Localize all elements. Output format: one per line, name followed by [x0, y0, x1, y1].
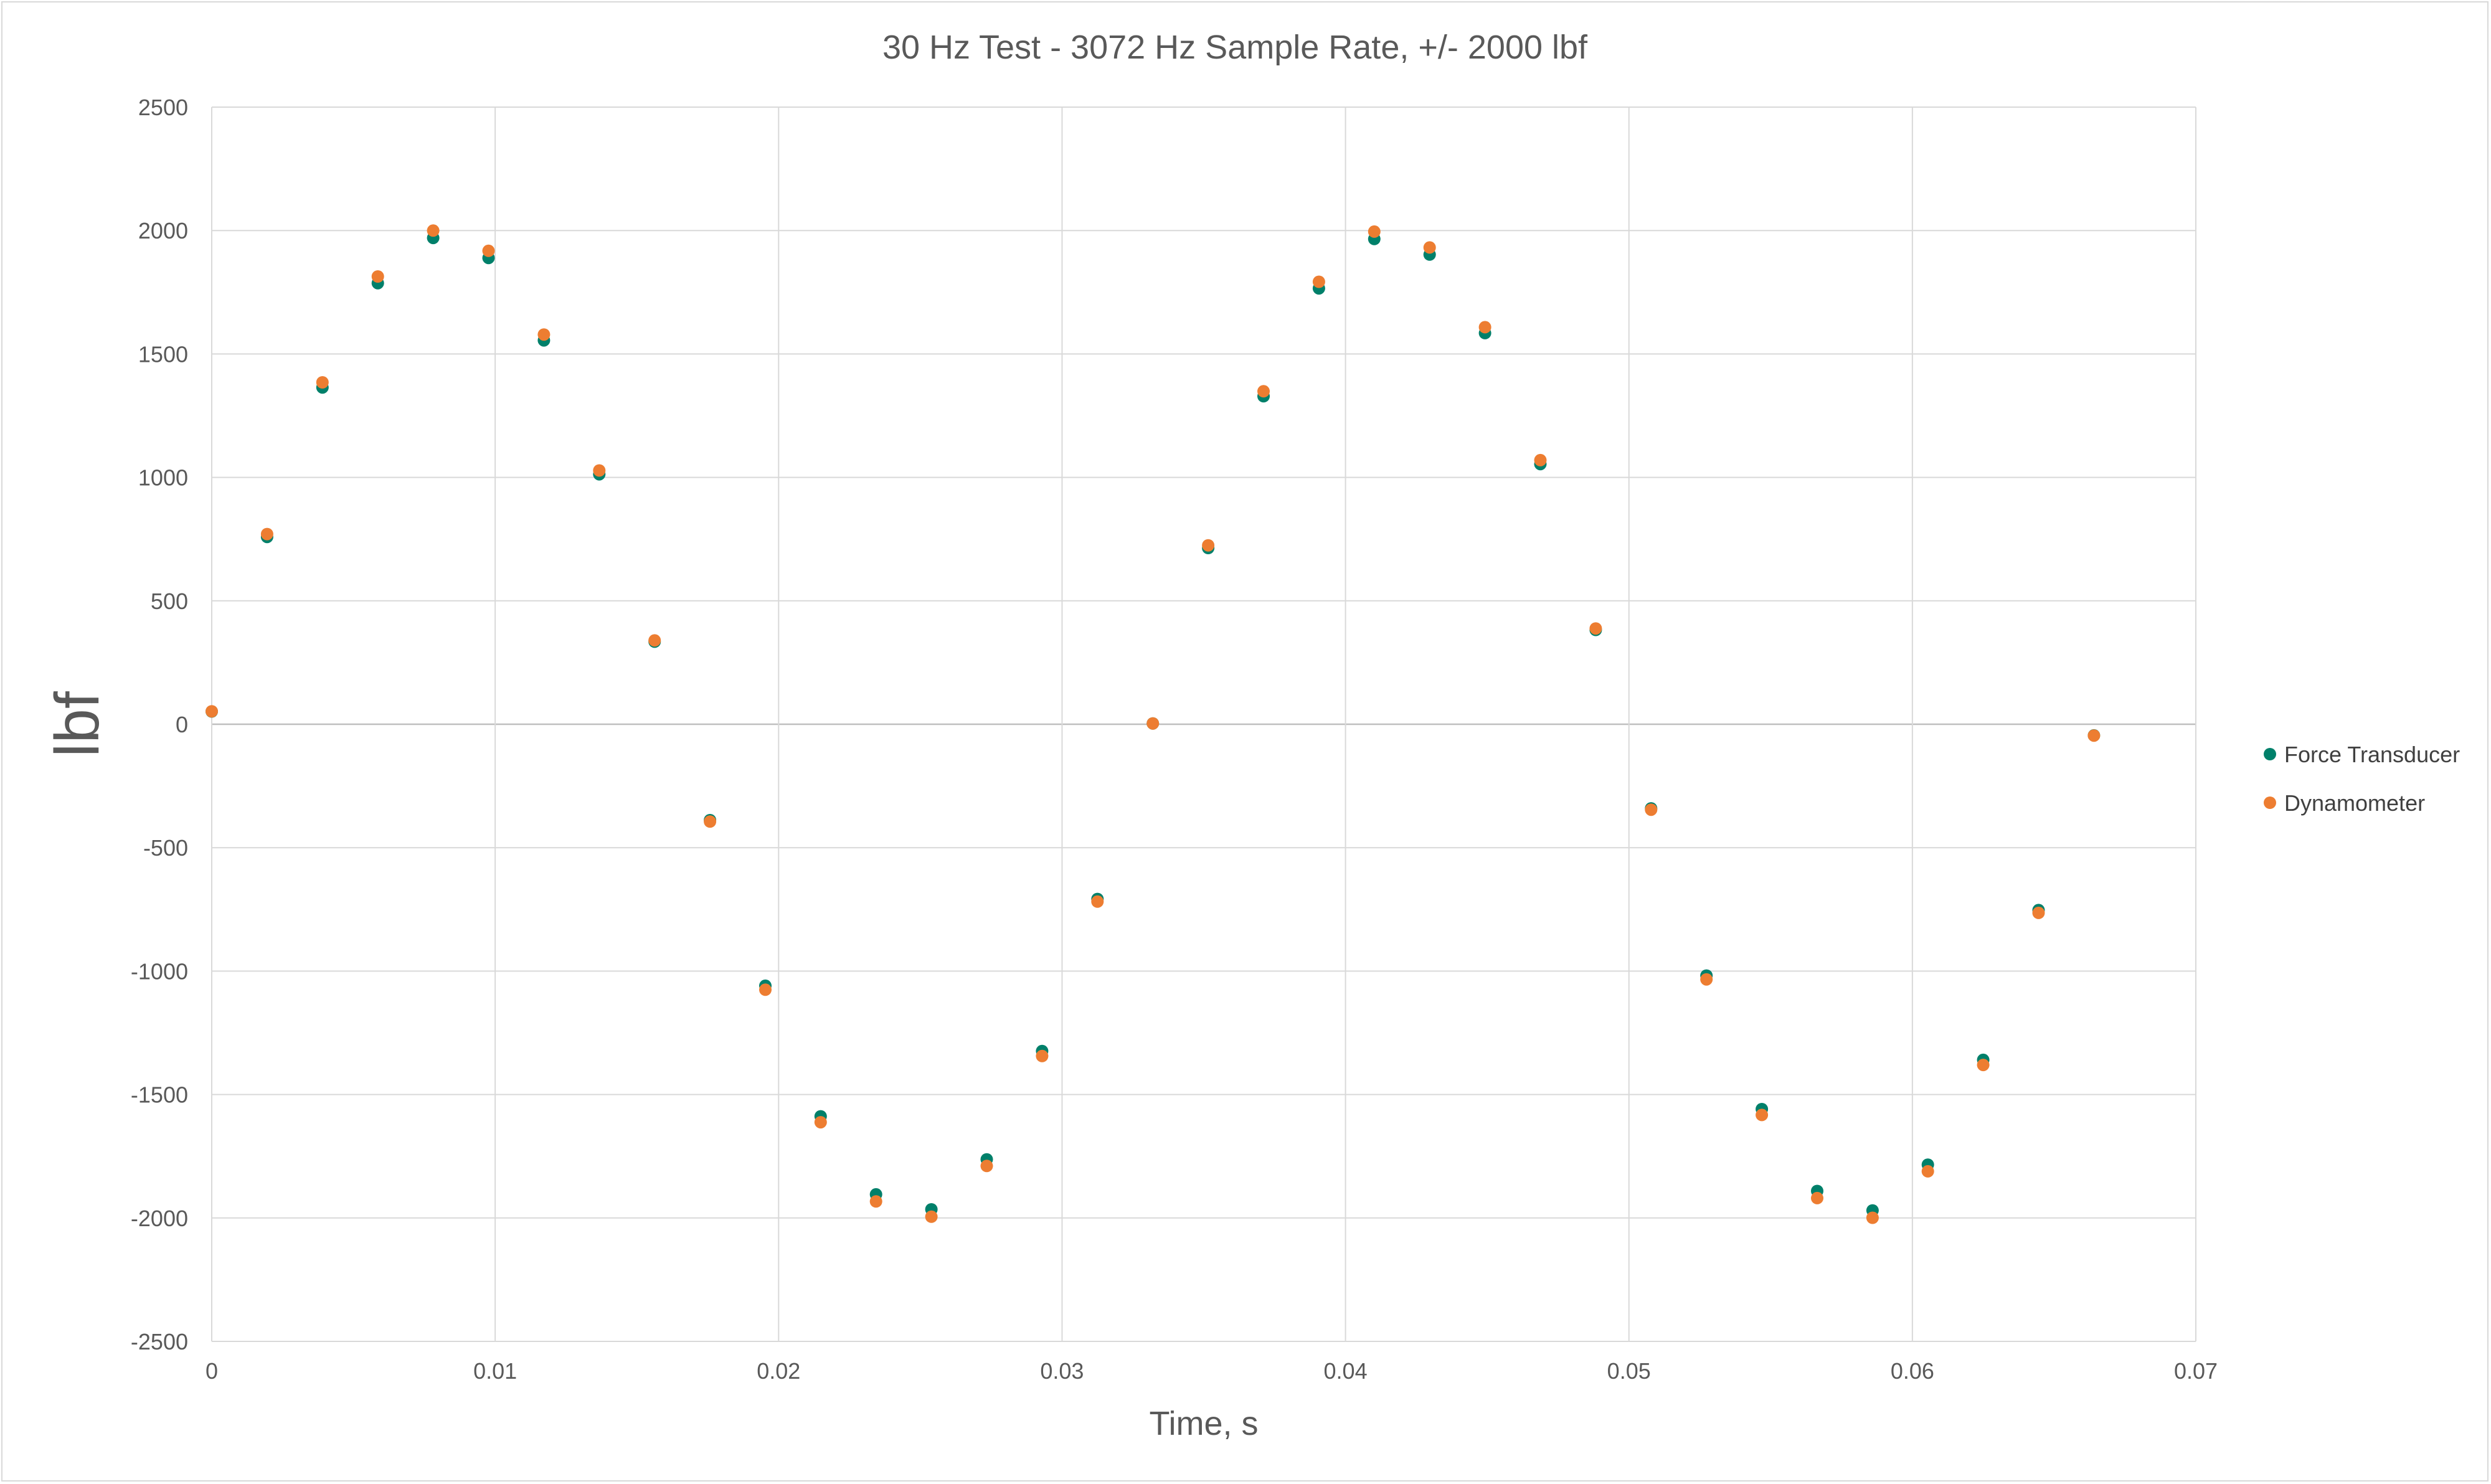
y-tick-label: 2000 [138, 218, 188, 243]
y-tick-label: 1000 [138, 465, 188, 491]
legend-label-force-transducer: Force Transducer [2284, 742, 2460, 767]
data-point [206, 705, 218, 718]
x-tick-label: 0.03 [1040, 1358, 1084, 1384]
chart-title: 30 Hz Test - 3072 Hz Sample Rate, +/- 20… [882, 29, 1588, 66]
data-point [537, 328, 551, 341]
data-point [648, 634, 661, 647]
data-point [1921, 1165, 1934, 1178]
data-point [593, 464, 606, 477]
data-point [1756, 1108, 1769, 1122]
y-tick-label: -2500 [131, 1329, 188, 1354]
data-point [1312, 275, 1325, 288]
data-point [1700, 973, 1713, 986]
data-point [1534, 453, 1547, 466]
x-tick-label: 0 [206, 1358, 218, 1384]
data-point [482, 244, 495, 257]
legend-marker-dynamometer [2264, 796, 2276, 809]
data-point [759, 983, 772, 996]
data-point [1202, 539, 1215, 552]
x-tick-label: 0.06 [1891, 1358, 1934, 1384]
y-tick-label: -500 [143, 835, 188, 861]
data-point [371, 270, 384, 283]
data-point [704, 815, 717, 828]
data-point [260, 527, 273, 541]
legend-marker-force-transducer [2264, 748, 2276, 760]
data-point [925, 1210, 938, 1223]
y-tick-label: 1500 [138, 341, 188, 367]
x-tick-label: 0.05 [1607, 1358, 1651, 1384]
data-point [869, 1195, 882, 1208]
y-tick-label: 0 [176, 712, 188, 737]
data-point [427, 224, 440, 237]
x-tick-label: 0.04 [1324, 1358, 1368, 1384]
data-point [814, 1116, 827, 1129]
legend-label-dynamometer: Dynamometer [2284, 790, 2425, 816]
gridlines [211, 106, 2196, 1342]
x-axis-title: Time, s [1150, 1405, 1259, 1442]
data-point [1091, 895, 1104, 908]
data-point [1257, 385, 1270, 398]
y-tick-label: 2500 [138, 95, 188, 120]
data-points [206, 224, 2101, 1224]
y-tick-label: -2000 [131, 1206, 188, 1231]
x-axis-tick-labels: 0 0.01 0.02 0.03 0.04 0.05 0.06 0.07 [206, 1358, 2218, 1384]
x-tick-label: 0.01 [473, 1358, 517, 1384]
y-axis-title: lbf [42, 691, 112, 757]
data-point [1478, 321, 1491, 334]
data-point [2087, 729, 2101, 742]
x-tick-label: 0.07 [2174, 1358, 2218, 1384]
data-point [2032, 906, 2045, 919]
data-point [1146, 717, 1160, 730]
data-point [1645, 803, 1658, 816]
legend: Force Transducer Dynamometer [2264, 742, 2460, 816]
data-point [1977, 1059, 1990, 1072]
y-tick-label: 500 [151, 588, 188, 614]
data-point [980, 1160, 993, 1173]
data-point [1589, 622, 1602, 635]
data-point [1866, 1211, 1879, 1224]
y-axis-tick-labels: -2500 -2000 -1500 -1000 -500 0 500 1000 1500 2000… [131, 95, 188, 1354]
data-point [1368, 225, 1381, 238]
data-point [1036, 1049, 1049, 1062]
y-tick-label: -1000 [131, 958, 188, 984]
data-point [1811, 1191, 1823, 1204]
y-tick-label: -1500 [131, 1082, 188, 1108]
data-point [316, 376, 329, 389]
series-dynamometer [206, 224, 2101, 1224]
x-tick-label: 0.02 [757, 1358, 800, 1384]
data-point [1423, 241, 1436, 254]
